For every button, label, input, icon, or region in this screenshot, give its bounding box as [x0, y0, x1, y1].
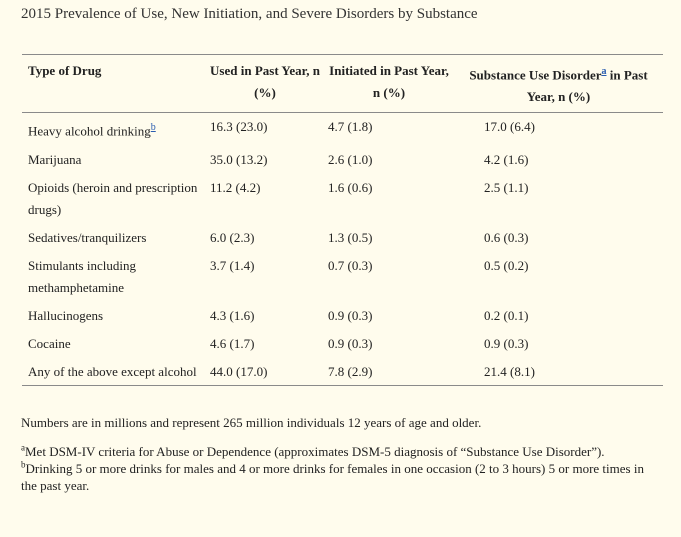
cell-used-text: 35.0 (13.2) — [210, 151, 268, 167]
header-type-of-drug: Type of Drug — [22, 53, 206, 114]
cell-drug: Marijuana — [22, 146, 206, 174]
cell-initiated: 1.6 (0.6) — [324, 174, 454, 224]
cell-used-text: 3.7 (1.4) — [210, 257, 255, 273]
note-a-text: Met DSM-IV criteria for Abuse or Depende… — [25, 444, 605, 459]
cell-drug-text: Cocaine — [28, 335, 71, 351]
cell-drug-text: Marijuana — [28, 151, 82, 167]
table-row: Cocaine 4.6 (1.7) 0.9 (0.3) 0.9 (0.3) — [22, 330, 663, 358]
cell-initiated-text: 4.7 (1.8) — [328, 119, 373, 135]
cell-drug: Sedatives/tranquilizers — [22, 224, 206, 252]
cell-used: 35.0 (13.2) — [206, 146, 324, 174]
cell-drug: Any of the above except alcohol — [22, 357, 206, 386]
cell-drug-text: Any of the above except alcohol — [28, 363, 197, 379]
cell-disorder-text: 0.5 (0.2) — [484, 257, 529, 273]
header-initiated-past-year: Initiated in Past Year, n (%) — [324, 53, 454, 114]
cell-disorder-text: 0.2 (0.1) — [484, 307, 529, 323]
note-a: aMet DSM-IV criteria for Abuse or Depend… — [21, 443, 661, 460]
cell-used-text: 4.6 (1.7) — [210, 335, 255, 351]
cell-drug: Opioids (heroin and prescription drugs) — [22, 174, 206, 224]
cell-used-text: 11.2 (4.2) — [210, 179, 261, 195]
cell-drug-text: Hallucinogens — [28, 307, 104, 323]
cell-disorder-text: 2.5 (1.1) — [484, 179, 529, 195]
table-row: Heavy alcohol drinkingb 16.3 (23.0) 4.7 (1… — [22, 113, 663, 146]
cell-initiated: 4.7 (1.8) — [324, 113, 454, 146]
note-b: bDrinking 5 or more drinks for males and… — [21, 460, 661, 494]
cell-initiated-text: 2.6 (1.0) — [328, 151, 373, 167]
cell-drug: Heavy alcohol drinkingb — [22, 113, 206, 146]
header-substance-use-disorder: Substance Use Disordera in Past Year, n … — [454, 53, 663, 114]
table-row: Hallucinogens 4.3 (1.6) 0.9 (0.3) 0.2 (0.1) — [22, 302, 663, 330]
table-notes: Numbers are in millions and represent 26… — [21, 414, 661, 494]
cell-initiated-text: 0.7 (0.3) — [328, 257, 373, 273]
cell-drug-text: Stimulants including methamphetamine — [28, 257, 136, 295]
cell-disorder-text: 17.0 (6.4) — [484, 119, 535, 135]
cell-initiated-text: 1.3 (0.5) — [328, 229, 373, 245]
cell-used: 4.6 (1.7) — [206, 330, 324, 358]
cell-drug-text: Heavy alcohol drinking — [28, 123, 151, 139]
note-a-mark: a — [21, 442, 25, 453]
cell-initiated: 0.9 (0.3) — [324, 330, 454, 358]
table-row: Sedatives/tranquilizers 6.0 (2.3) 1.3 (0.5… — [22, 224, 663, 252]
cell-initiated: 0.9 (0.3) — [324, 302, 454, 330]
footnote-link-b[interactable]: b — [150, 122, 156, 134]
footnote-link-a[interactable]: a — [601, 66, 607, 77]
cell-used-text: 16.3 (23.0) — [210, 119, 268, 135]
table-row: Opioids (heroin and prescription drugs) 1… — [22, 174, 663, 224]
table-header-row: Type of Drug Used in Past Year, n (%) In… — [22, 53, 663, 114]
cell-initiated: 2.6 (1.0) — [324, 146, 454, 174]
header-sud-suffix: in Past Year, n (%) — [526, 67, 648, 105]
cell-used-text: 4.3 (1.6) — [210, 307, 255, 323]
cell-drug-text: Opioids (heroin and prescription drugs) — [28, 179, 198, 217]
cell-used: 44.0 (17.0) — [206, 357, 324, 386]
cell-drug: Stimulants including methamphetamine — [22, 252, 206, 302]
cell-initiated: 1.3 (0.5) — [324, 224, 454, 252]
note-b-text: Drinking 5 or more drinks for males and … — [21, 461, 644, 493]
cell-used: 16.3 (23.0) — [206, 113, 324, 146]
cell-drug: Hallucinogens — [22, 302, 206, 330]
cell-used: 3.7 (1.4) — [206, 252, 324, 302]
table-row: Marijuana 35.0 (13.2) 2.6 (1.0) 4.2 (1.6) — [22, 146, 663, 174]
cell-initiated-text: 0.9 (0.3) — [328, 307, 373, 323]
cell-drug: Cocaine — [22, 330, 206, 358]
cell-disorder: 17.0 (6.4) — [454, 113, 663, 146]
cell-disorder-text: 0.6 (0.3) — [484, 229, 529, 245]
cell-initiated: 7.8 (2.9) — [324, 357, 454, 386]
table-row: Any of the above except alcohol 44.0 (17.… — [22, 357, 663, 386]
cell-used-text: 44.0 (17.0) — [210, 363, 268, 379]
cell-disorder: 0.5 (0.2) — [454, 252, 663, 302]
cell-initiated-text: 7.8 (2.9) — [328, 363, 373, 379]
cell-used-text: 6.0 (2.3) — [210, 229, 255, 245]
cell-disorder: 0.2 (0.1) — [454, 302, 663, 330]
cell-used: 4.3 (1.6) — [206, 302, 324, 330]
cell-disorder: 21.4 (8.1) — [454, 357, 663, 386]
cell-drug-text: Sedatives/tranquilizers — [28, 229, 147, 245]
table-row: Stimulants including methamphetamine 3.7 … — [22, 252, 663, 302]
note-summary: Numbers are in millions and represent 26… — [21, 415, 482, 430]
note-b-mark: b — [21, 459, 26, 470]
header-used-past-year: Used in Past Year, n (%) — [206, 53, 324, 114]
table-title: 2015 Prevalence of Use, New Initiation, … — [21, 6, 478, 22]
cell-disorder: 0.9 (0.3) — [454, 330, 663, 358]
header-sud-label: Substance Use Disorder — [469, 67, 602, 83]
cell-disorder: 4.2 (1.6) — [454, 146, 663, 174]
cell-initiated-text: 0.9 (0.3) — [328, 335, 373, 351]
cell-disorder-text: 21.4 (8.1) — [484, 363, 535, 379]
cell-disorder: 0.6 (0.3) — [454, 224, 663, 252]
cell-disorder-text: 0.9 (0.3) — [484, 335, 529, 351]
cell-disorder: 2.5 (1.1) — [454, 174, 663, 224]
cell-used: 6.0 (2.3) — [206, 224, 324, 252]
cell-disorder-text: 4.2 (1.6) — [484, 151, 529, 167]
cell-initiated-text: 1.6 (0.6) — [328, 179, 373, 195]
prevalence-table: Type of Drug Used in Past Year, n (%) In… — [22, 53, 663, 386]
cell-used: 11.2 (4.2) — [206, 174, 324, 224]
cell-initiated: 0.7 (0.3) — [324, 252, 454, 302]
